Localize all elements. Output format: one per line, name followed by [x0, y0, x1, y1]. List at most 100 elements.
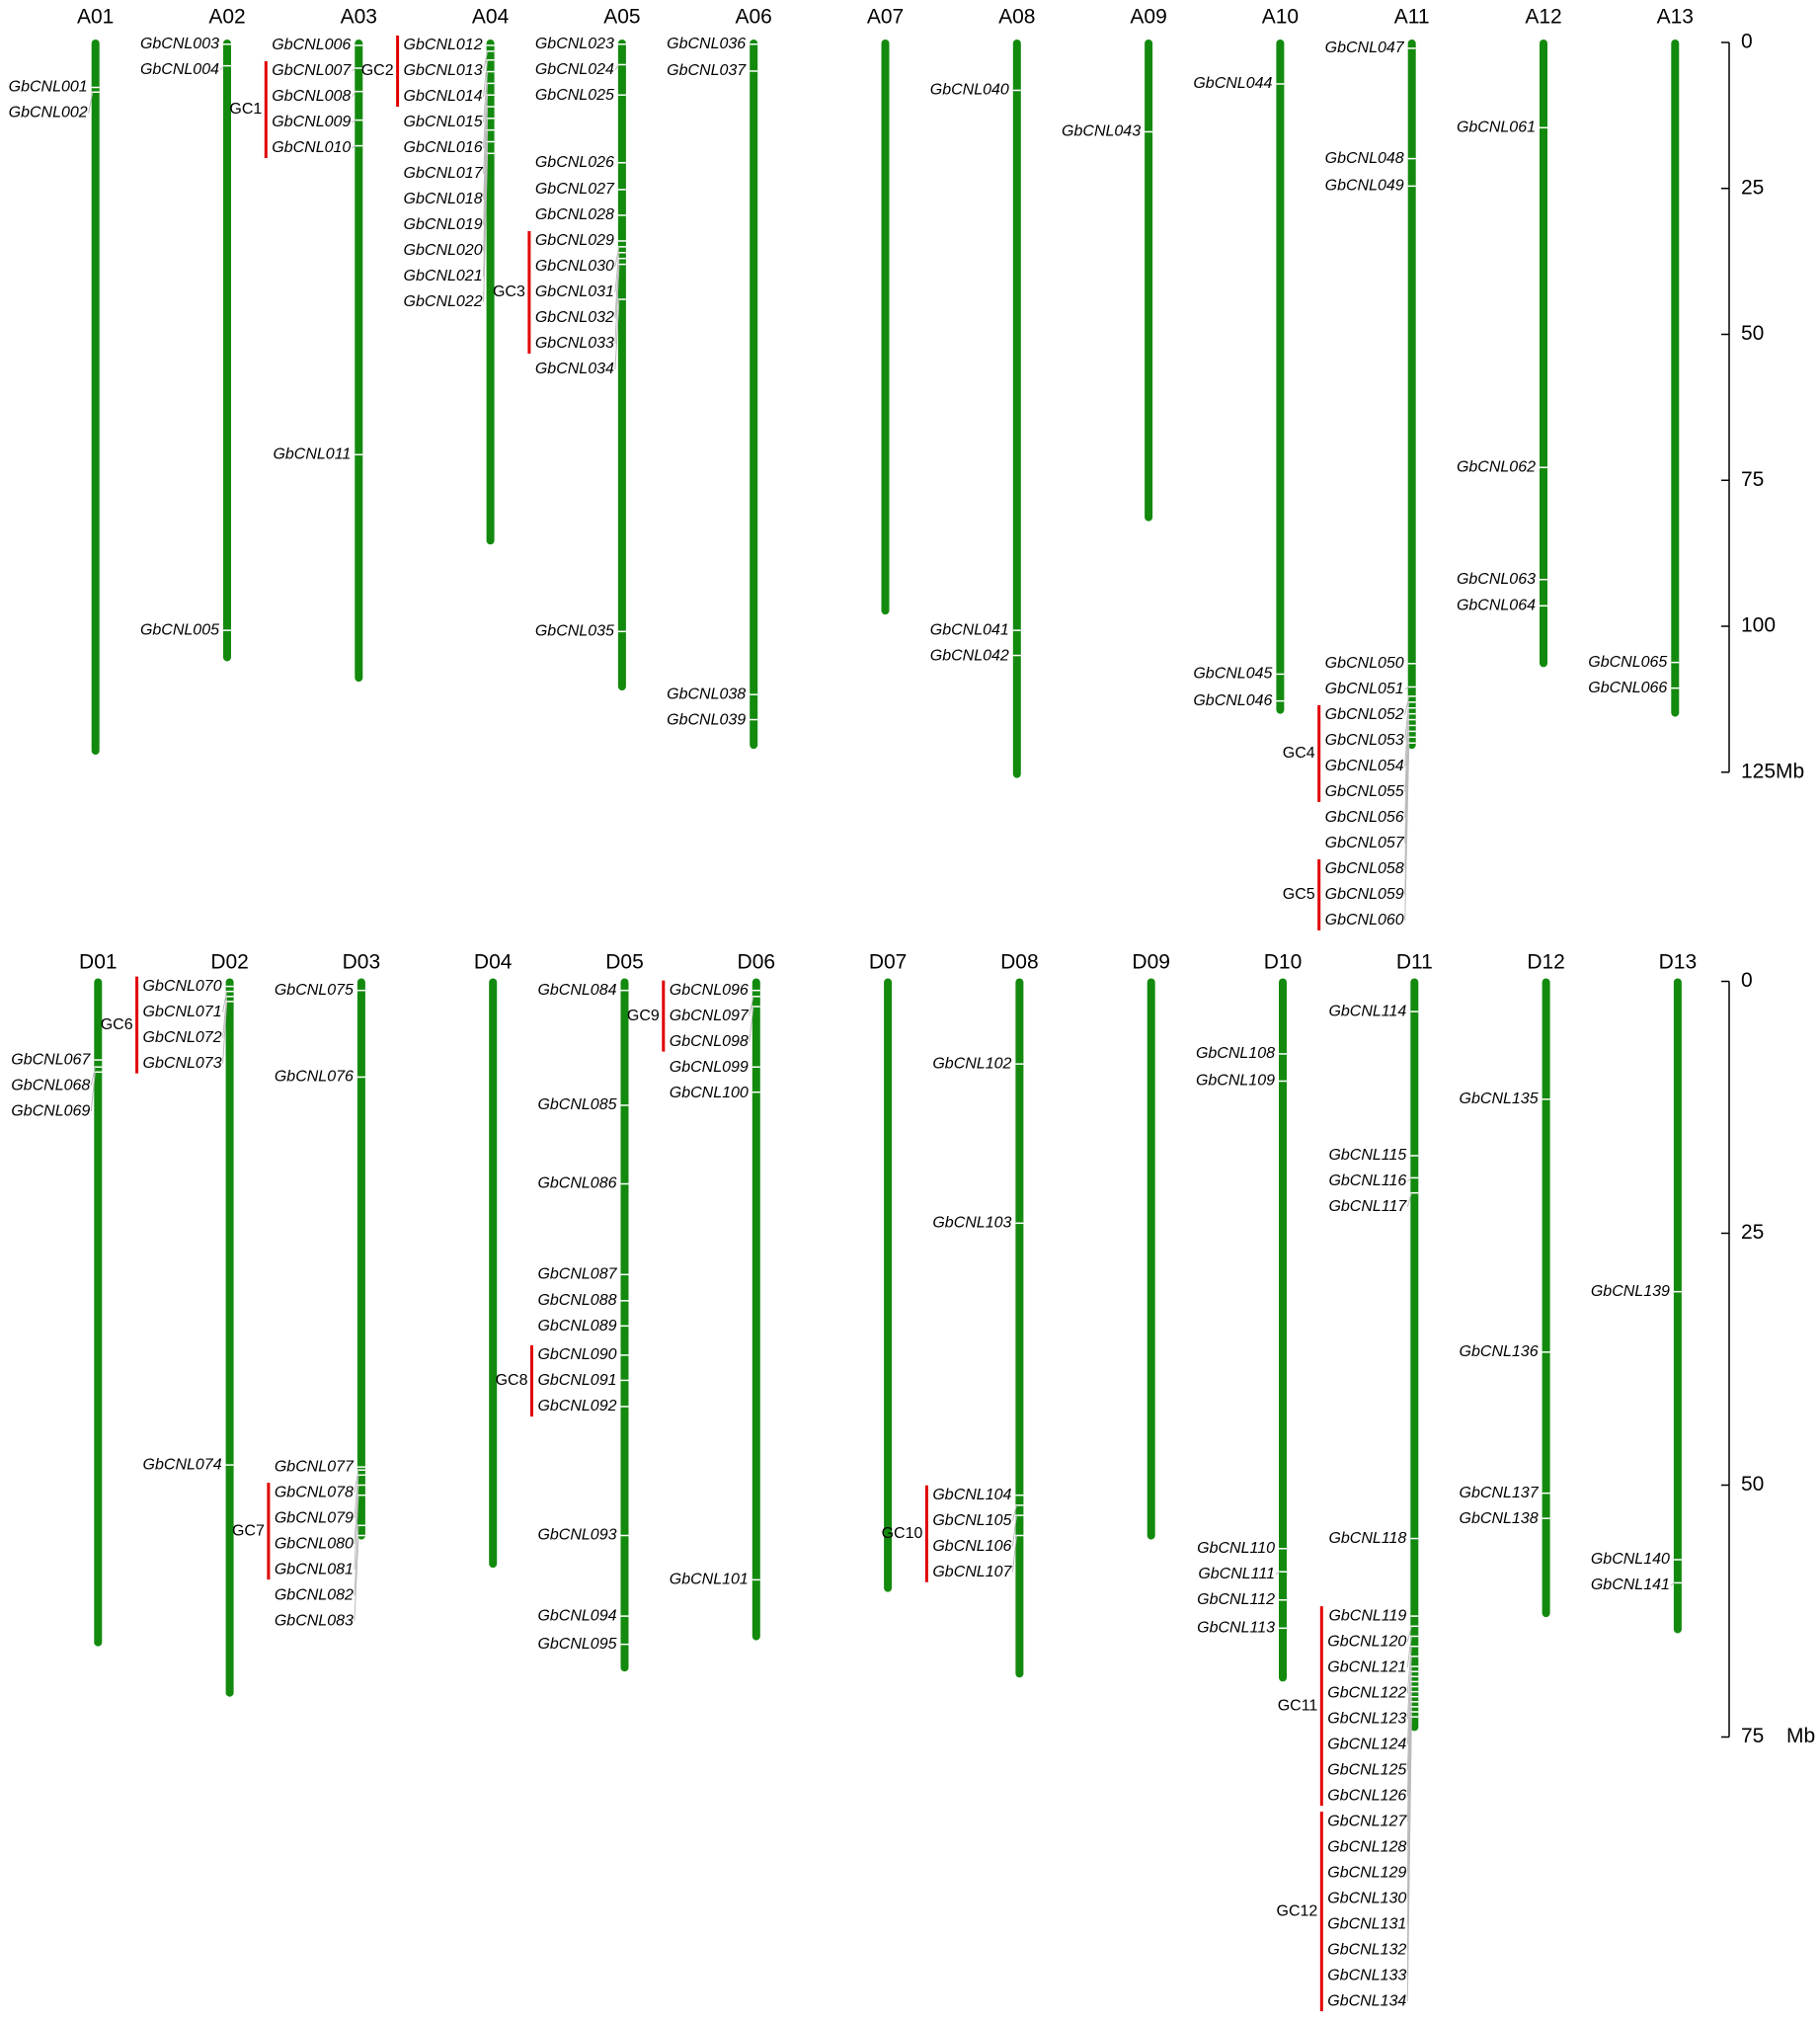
- chromosome-name: A06: [736, 6, 772, 29]
- gene-label: GbCNL125: [1327, 1761, 1406, 1778]
- scale-label: 0: [1741, 969, 1753, 992]
- connector: [1406, 1717, 1412, 2002]
- gene-label: GbCNL127: [1327, 1813, 1407, 1829]
- gene-label: GbCNL119: [1328, 1607, 1406, 1624]
- scale-label: 25: [1741, 1221, 1764, 1244]
- gene-label: GbCNL081: [275, 1561, 354, 1577]
- gene-label: GbCNL022: [404, 293, 483, 310]
- gene-label: GbCNL132: [1327, 1941, 1406, 1958]
- gene-label: GbCNL044: [1193, 75, 1272, 92]
- connector: [222, 991, 228, 1012]
- connector: [90, 1067, 96, 1087]
- chromosome: [1276, 40, 1285, 714]
- gene-label: GbCNL036: [667, 36, 746, 52]
- gene-label: GbCNL137: [1460, 1485, 1540, 1501]
- connector: [749, 1006, 754, 1042]
- gene-label: GbCNL126: [1327, 1787, 1406, 1804]
- gene-label: GbCNL032: [535, 309, 614, 326]
- connector: [354, 1495, 359, 1571]
- connector: [614, 64, 620, 71]
- connector: [614, 252, 620, 292]
- connector: [614, 264, 620, 344]
- gene-label: GbCNL033: [535, 335, 614, 352]
- connector: [88, 92, 94, 114]
- gene-label: GbCNL090: [537, 1346, 616, 1363]
- connector: [1404, 687, 1409, 690]
- connector: [483, 95, 489, 174]
- gene-label: GbCNL045: [1193, 666, 1272, 683]
- connector: [483, 71, 489, 122]
- chromosome-name: A05: [603, 6, 640, 29]
- connector: [352, 120, 356, 123]
- gene-label: GbCNL037: [667, 62, 747, 79]
- gene-label: GbCNL141: [1591, 1576, 1670, 1593]
- scale-label: 50: [1741, 322, 1764, 345]
- gene-label: GbCNL118: [1328, 1530, 1406, 1547]
- connector: [1670, 1582, 1676, 1586]
- gene-label: GbCNL018: [404, 191, 483, 207]
- connector: [354, 1470, 359, 1494]
- gene-label: GbCNL013: [404, 62, 483, 79]
- gene-label: GbCNL048: [1325, 150, 1404, 167]
- gene-label: GbCNL128: [1327, 1838, 1406, 1855]
- gene-label: GbCNL080: [275, 1535, 354, 1552]
- gene-label: GbCNL003: [140, 36, 219, 52]
- gene-label: GbCNL020: [404, 242, 483, 259]
- gene-label: GbCNL055: [1325, 783, 1404, 800]
- gene-label: GbCNL073: [143, 1055, 222, 1072]
- scale-label: 75: [1741, 468, 1764, 491]
- gene-label: GbCNL097: [670, 1008, 750, 1024]
- chromosome-name: D03: [343, 951, 381, 974]
- gene-label: GbCNL110: [1197, 1540, 1275, 1557]
- gene-label: GbCNL010: [272, 139, 351, 156]
- chromosome-name: D02: [210, 951, 249, 974]
- gene-label: GbCNL086: [537, 1175, 616, 1192]
- chromosome: [620, 978, 629, 1672]
- connector: [1404, 743, 1410, 921]
- scale-label: 25: [1741, 176, 1764, 199]
- gene-label: GbCNL043: [1062, 123, 1141, 140]
- connector: [1404, 695, 1410, 715]
- chromosome-name: A12: [1525, 6, 1561, 29]
- gene-label: GbCNL098: [670, 1033, 749, 1050]
- connector: [483, 106, 489, 200]
- gene-label: GbCNL095: [537, 1636, 616, 1653]
- cluster-label: GC3: [493, 283, 525, 300]
- gene-label: GbCNL103: [932, 1215, 1011, 1232]
- gene-label: GbCNL062: [1457, 458, 1536, 475]
- chromosome: [94, 978, 103, 1647]
- connector: [354, 1535, 359, 1622]
- chromosome-name: A04: [472, 6, 510, 29]
- gene-label: GbCNL057: [1325, 835, 1405, 851]
- gene-label: GbCNL039: [667, 711, 746, 728]
- gene-label: GbCNL056: [1325, 809, 1404, 826]
- chromosome: [1407, 40, 1416, 750]
- gene-label: GbCNL067: [11, 1051, 91, 1068]
- scale-label: 50: [1741, 1473, 1764, 1496]
- gene-label: GbCNL060: [1325, 912, 1404, 929]
- connector: [222, 996, 228, 1038]
- chromosome: [617, 40, 626, 691]
- gene-label: GbCNL066: [1588, 680, 1667, 696]
- chromosome: [489, 978, 498, 1569]
- connector: [90, 1072, 96, 1112]
- gene-label: GbCNL123: [1327, 1710, 1406, 1727]
- cluster-label: GC11: [1278, 1697, 1318, 1714]
- connector: [219, 65, 225, 71]
- gene-label: GbCNL075: [275, 982, 354, 999]
- chromosome: [884, 978, 893, 1592]
- gene-label: GbCNL009: [272, 114, 351, 130]
- gene-label: GbCNL038: [667, 686, 746, 702]
- gene-label: GbCNL122: [1327, 1684, 1406, 1701]
- connector: [1406, 1646, 1412, 1694]
- gene-label: GbCNL129: [1327, 1864, 1406, 1881]
- scale-unit: Mb: [1786, 1725, 1815, 1747]
- chromosome: [1279, 978, 1287, 1682]
- gene-label: GbCNL047: [1325, 40, 1405, 56]
- gene-label: GbCNL007: [272, 62, 352, 79]
- chromosome-name: D06: [738, 951, 776, 974]
- gene-label: GbCNL112: [1197, 1591, 1275, 1608]
- chromosome-name: A08: [998, 6, 1035, 29]
- gene-label: GbCNL005: [140, 621, 219, 638]
